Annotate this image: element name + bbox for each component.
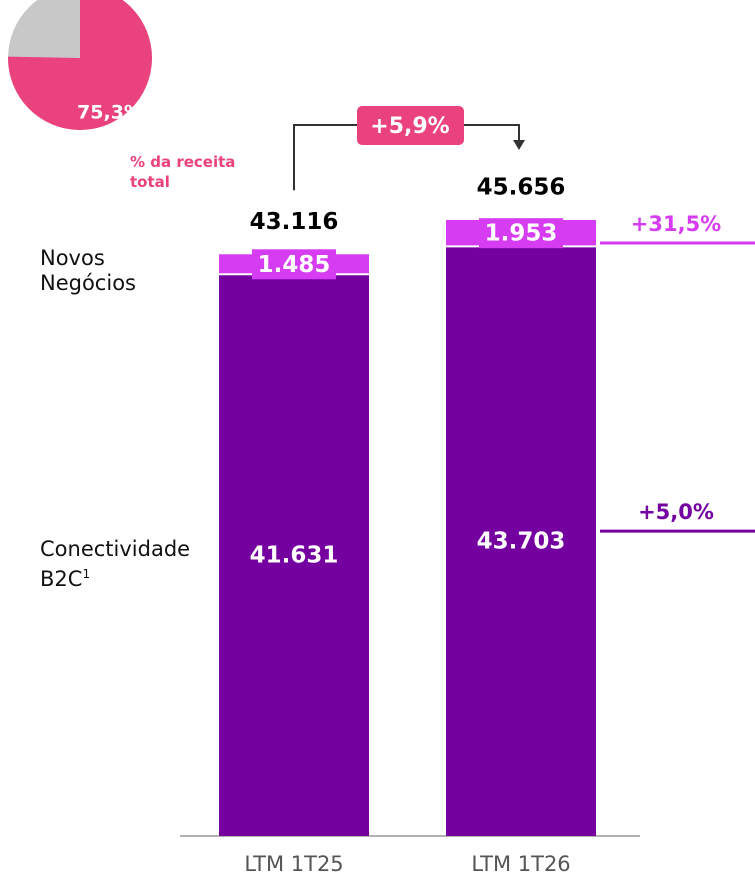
x-tick-label: LTM 1T26 [471,852,570,876]
series-label: Conectividade B2C1 [40,537,220,592]
growth-box [357,106,464,145]
bar-segment [446,246,596,836]
value-label: 41.631 [250,543,339,569]
total-label: 45.656 [477,175,566,201]
pie-slice [8,0,152,130]
connector [293,124,520,191]
pie-label: 75,3% [77,102,143,124]
growth-label: +5,0% [638,500,714,524]
bar-segment [219,274,369,836]
label-box [252,249,336,280]
growth-label: +31,5% [631,212,721,236]
value-label: 1.953 [485,221,558,247]
series-name: Conectividade B2C [40,537,191,591]
value-label: 1.485 [258,252,331,278]
pie-caption: % da receita total [130,153,236,191]
series-label: Novos Negócios [40,246,136,295]
total-label: 43.116 [250,209,339,235]
total-growth: +5,9% [370,114,449,139]
arrow-head [513,140,525,150]
value-label: 43.703 [477,529,566,555]
x-tick-label: LTM 1T25 [244,852,343,876]
footnote: 1 [82,567,91,581]
label-box [479,218,563,249]
